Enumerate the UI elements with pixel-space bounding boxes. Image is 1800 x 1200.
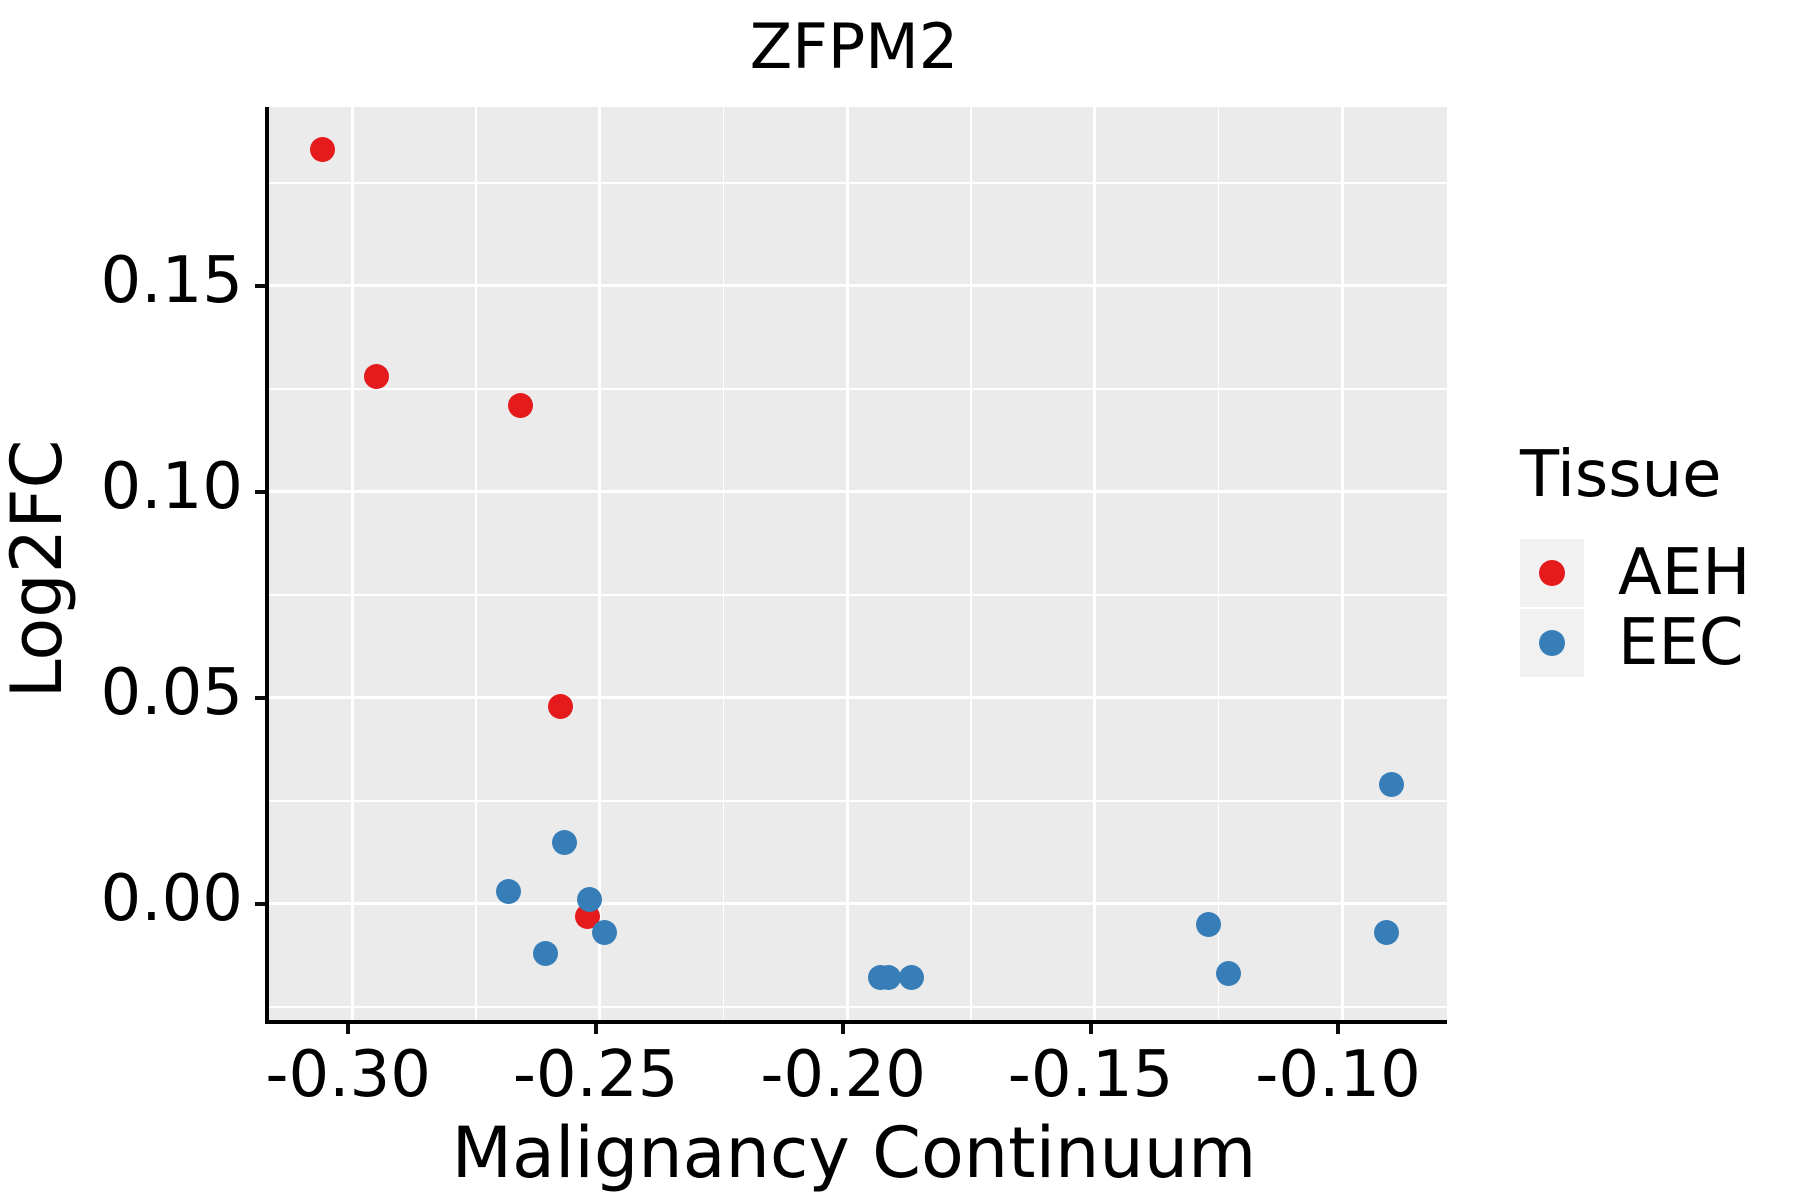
legend-label: AEH [1618,536,1751,610]
y-tick-mark [255,695,265,700]
major-gridline-x [1340,107,1344,1020]
y-tick-label: 0.15 [100,243,244,318]
data-point-eec [875,965,901,991]
y-tick-mark [255,489,265,494]
major-gridline-y [269,902,1447,906]
y-tick-label: 0.05 [100,655,244,730]
minor-gridline-x [722,107,725,1020]
x-axis-title: Malignancy Continuum [451,1112,1257,1194]
legend-title: Tissue [1520,438,1722,512]
minor-gridline-x [1217,107,1220,1020]
data-point-eec [1379,771,1405,797]
plot-panel [265,107,1447,1024]
plot-area [269,107,1447,1020]
data-point-eec [577,887,603,913]
x-tick-mark [1336,1024,1341,1034]
x-tick-label: -0.20 [760,1038,926,1112]
data-point-eec [1374,920,1400,946]
data-point-aeh [547,693,573,719]
legend-dot-eec-icon [1539,630,1565,656]
data-point-eec [898,965,924,991]
legend-key [1520,609,1584,677]
data-point-eec [592,920,618,946]
y-tick-mark [255,901,265,906]
y-tick-mark [255,283,265,288]
x-tick-label: -0.10 [1255,1038,1421,1112]
legend: Tissue AEH EEC [1520,438,1751,680]
data-point-aeh [364,363,390,389]
legend-dot-aeh-icon [1539,560,1565,586]
minor-gridline-y [269,182,1447,184]
minor-gridline-y [269,388,1447,390]
major-gridline-x [845,107,849,1020]
data-point-eec [1195,911,1221,937]
legend-entry-eec: EEC [1520,606,1750,680]
y-tick-label: 0.10 [100,449,244,524]
major-gridline-y [269,284,1447,288]
data-point-eec [1215,961,1241,987]
minor-gridline-y [269,594,1447,596]
legend-entries: AEH EEC [1520,536,1751,680]
y-tick-label: 0.00 [100,861,244,936]
data-point-eec [532,940,558,966]
major-gridline-y [269,696,1447,700]
x-tick-mark [1088,1024,1093,1034]
minor-gridline-x [475,107,477,1020]
data-point-aeh [309,137,335,163]
legend-key [1520,539,1584,607]
data-point-eec [552,829,578,855]
data-point-eec [495,878,521,904]
minor-gridline-x [970,107,972,1020]
x-tick-label: -0.15 [1007,1038,1174,1112]
x-tick-mark [346,1024,351,1034]
legend-entry-aeh: AEH [1520,536,1751,610]
x-tick-label: -0.30 [265,1038,431,1112]
major-gridline-x [350,107,354,1020]
data-point-aeh [507,392,533,418]
legend-label: EEC [1618,606,1744,680]
minor-gridline-y [269,800,1447,802]
minor-gridline-y [269,1006,1447,1008]
major-gridline-x [598,107,602,1020]
major-gridline-y [269,490,1447,494]
x-tick-label: -0.25 [512,1038,679,1112]
x-tick-mark [593,1024,598,1034]
y-axis-title: Log2FC [0,439,78,699]
major-gridline-x [1093,107,1097,1020]
plot-title: ZFPM2 [749,10,959,83]
x-tick-mark [841,1024,846,1034]
